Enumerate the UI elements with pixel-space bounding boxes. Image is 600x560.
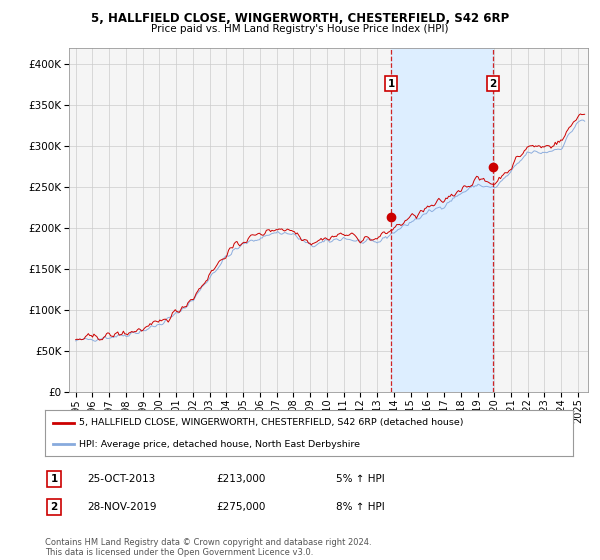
Text: £275,000: £275,000 [216, 502, 265, 512]
Text: HPI: Average price, detached house, North East Derbyshire: HPI: Average price, detached house, Nort… [79, 440, 361, 449]
Text: 25-OCT-2013: 25-OCT-2013 [87, 474, 155, 484]
Text: 5, HALLFIELD CLOSE, WINGERWORTH, CHESTERFIELD, S42 6RP: 5, HALLFIELD CLOSE, WINGERWORTH, CHESTER… [91, 12, 509, 25]
Text: 1: 1 [388, 79, 395, 89]
Text: 5% ↑ HPI: 5% ↑ HPI [336, 474, 385, 484]
Text: 5, HALLFIELD CLOSE, WINGERWORTH, CHESTERFIELD, S42 6RP (detached house): 5, HALLFIELD CLOSE, WINGERWORTH, CHESTER… [79, 418, 464, 427]
Text: 8% ↑ HPI: 8% ↑ HPI [336, 502, 385, 512]
Text: Price paid vs. HM Land Registry's House Price Index (HPI): Price paid vs. HM Land Registry's House … [151, 24, 449, 34]
Text: Contains HM Land Registry data © Crown copyright and database right 2024.
This d: Contains HM Land Registry data © Crown c… [45, 538, 371, 557]
Text: 1: 1 [50, 474, 58, 484]
Text: £213,000: £213,000 [216, 474, 265, 484]
Text: 2: 2 [50, 502, 58, 512]
Text: 2: 2 [489, 79, 496, 89]
Bar [391, 48, 493, 392]
Text: 28-NOV-2019: 28-NOV-2019 [87, 502, 157, 512]
